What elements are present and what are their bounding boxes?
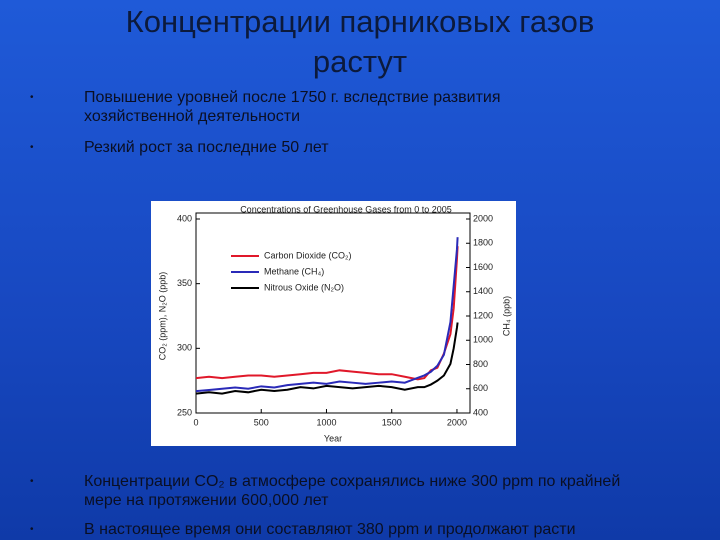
chart-title: Concentrations of Greenhouse Gases from … <box>240 204 452 214</box>
x-tick-label: 500 <box>254 417 269 427</box>
x-axis-label: Year <box>324 433 342 443</box>
y2-axis-label: CH₄ (ppb) <box>501 296 511 336</box>
bullet-dot: • <box>30 92 34 103</box>
bullet: В настоящее время они составляют 380 ppm… <box>84 521 576 538</box>
y2-tick-label: 1400 <box>473 286 493 296</box>
y2-tick-label: 600 <box>473 383 488 393</box>
series-line <box>195 237 459 393</box>
y-tick-label: 350 <box>177 278 192 288</box>
y-tick-label: 300 <box>177 343 192 353</box>
bullet: Резкий рост за последние 50 лет <box>84 139 329 156</box>
y2-tick-label: 2000 <box>473 213 493 223</box>
x-tick-label: 1500 <box>382 417 402 427</box>
series-line <box>195 322 459 395</box>
legend-label: Methane (CH₄) <box>264 266 324 276</box>
y2-tick-label: 400 <box>473 407 488 417</box>
bullet-dot: • <box>30 476 34 487</box>
series-line <box>195 246 459 381</box>
y2-tick-label: 1600 <box>473 262 493 272</box>
y-tick-label: 400 <box>177 213 192 223</box>
plot-frame <box>195 212 471 414</box>
bullet-dot: • <box>30 142 34 153</box>
bullet: Повышение уровней после 1750 г. вследств… <box>84 89 501 125</box>
x-tick-label: 2000 <box>447 417 467 427</box>
y-axis-label: CO₂ (ppm), N₂O (ppb) <box>157 272 167 361</box>
y2-tick-label: 1200 <box>473 310 493 320</box>
y2-tick-label: 1800 <box>473 238 493 248</box>
legend-label: Carbon Dioxide (CO₂) <box>264 250 352 260</box>
bullet: Концентрации CO₂ в атмосфере сохранялись… <box>84 473 621 509</box>
x-tick-label: 0 <box>193 417 198 427</box>
chart: Concentrations of Greenhouse Gases from … <box>151 201 516 446</box>
y2-tick-label: 1000 <box>473 335 493 345</box>
x-tick-label: 1000 <box>316 417 336 427</box>
y-tick-label: 250 <box>177 407 192 417</box>
y2-tick-label: 800 <box>473 359 488 369</box>
legend-label: Nitrous Oxide (N₂O) <box>264 282 344 292</box>
slide-title: Концентрации парниковых газов растут <box>125 4 595 79</box>
bullet-dot: • <box>30 524 34 535</box>
